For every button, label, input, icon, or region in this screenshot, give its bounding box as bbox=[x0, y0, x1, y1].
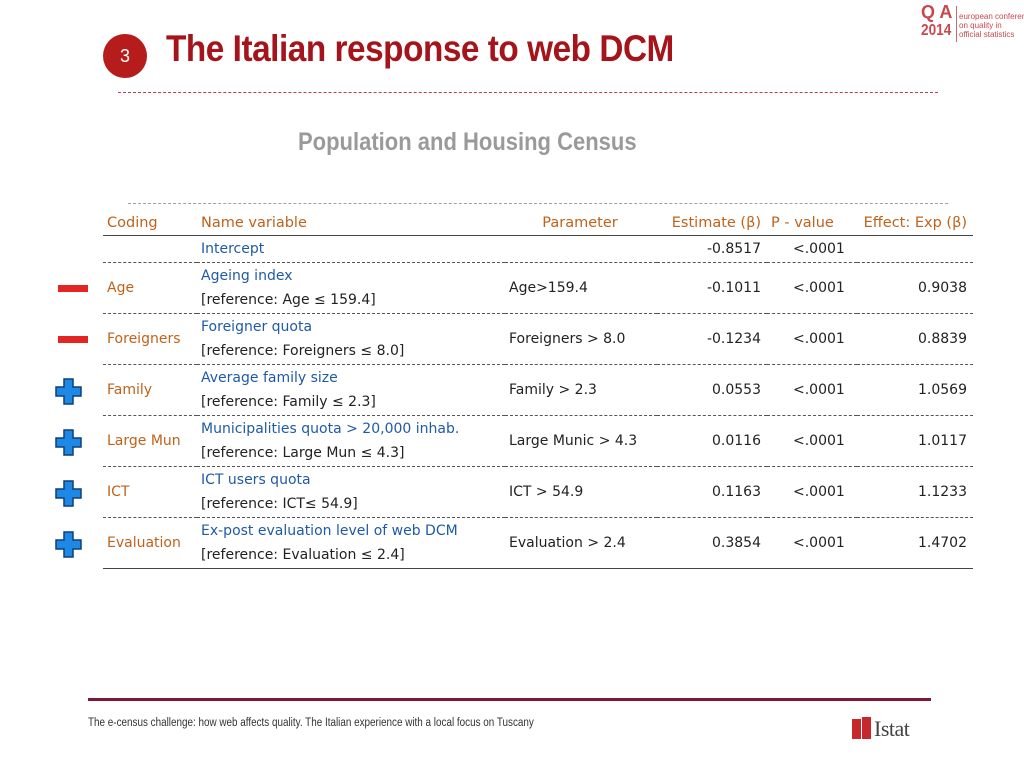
istat-logo-mark bbox=[852, 719, 861, 739]
variable-name: Ex-post evaluation level of web DCM bbox=[201, 523, 458, 539]
cell-estimate: -0.1011 bbox=[657, 262, 767, 314]
table-row: ICT ICT users quota [reference: ICT≤ 54.9]… bbox=[103, 466, 973, 518]
minus-icon bbox=[58, 284, 88, 292]
cell-parameter: Foreigners > 8.0 bbox=[505, 313, 657, 365]
variable-name: Municipalities quota > 20,000 inhab. bbox=[201, 421, 460, 437]
cell-parameter: Age>159.4 bbox=[505, 262, 657, 314]
table-row: Foreigners Foreigner quota [reference: For… bbox=[103, 313, 973, 365]
cell-estimate: 0.3854 bbox=[657, 517, 767, 569]
variable-name: Foreigner quota bbox=[201, 319, 313, 335]
table-row: Family Average family size [reference: Fam… bbox=[103, 364, 973, 416]
cell-estimate: -0.1234 bbox=[657, 313, 767, 365]
intercept-label: Intercept bbox=[201, 241, 265, 257]
cell-parameter bbox=[505, 235, 657, 263]
title-divider bbox=[118, 92, 938, 93]
variable-reference: [reference: ICT≤ 54.9] bbox=[201, 496, 358, 512]
conference-logo-text: european conference on quality in offici… bbox=[959, 12, 1024, 39]
cell-parameter: Family > 2.3 bbox=[505, 364, 657, 416]
cell-coding: Foreigners bbox=[103, 313, 197, 365]
cell-name: Ageing index [reference: Age ≤ 159.4] bbox=[197, 262, 505, 314]
slide-title: The Italian response to web DCM bbox=[166, 28, 674, 69]
conference-logo-year: 2014 bbox=[921, 22, 952, 39]
footer-line bbox=[88, 698, 931, 701]
cell-parameter: Evaluation > 2.4 bbox=[505, 517, 657, 569]
cell-parameter: Large Munic > 4.3 bbox=[505, 415, 657, 467]
variable-reference: [reference: Age ≤ 159.4] bbox=[201, 292, 376, 308]
plus-icon bbox=[55, 428, 82, 456]
variable-reference: [reference: Evaluation ≤ 2.4] bbox=[201, 547, 405, 563]
cell-estimate: -0.8517 bbox=[657, 235, 767, 263]
cell-parameter: ICT > 54.9 bbox=[505, 466, 657, 518]
header-coding: Coding bbox=[103, 211, 197, 236]
cell-pvalue: <.0001 bbox=[767, 415, 857, 467]
cell-coding bbox=[103, 235, 197, 263]
variable-reference: [reference: Foreigners ≤ 8.0] bbox=[201, 343, 405, 359]
cell-pvalue: <.0001 bbox=[767, 313, 857, 365]
cell-coding: ICT bbox=[103, 466, 197, 518]
cell-name: Average family size [reference: Family ≤ … bbox=[197, 364, 505, 416]
table-row-intercept: Intercept -0.8517 <.0001 bbox=[103, 235, 973, 263]
cell-effect: 1.0117 bbox=[857, 415, 973, 467]
slide-number-badge: 3 bbox=[103, 34, 147, 78]
cell-estimate: 0.1163 bbox=[657, 466, 767, 518]
header-parameter: Parameter bbox=[505, 211, 657, 236]
slide-number: 3 bbox=[119, 45, 130, 66]
cell-pvalue: <.0001 bbox=[767, 262, 857, 314]
minus-icon bbox=[58, 335, 88, 343]
cell-effect: 1.1233 bbox=[857, 466, 973, 518]
variable-name: Average family size bbox=[201, 370, 338, 386]
header-estimate: Estimate (β) bbox=[657, 211, 767, 236]
cell-pvalue: <.0001 bbox=[767, 364, 857, 416]
cell-coding: Evaluation bbox=[103, 517, 197, 569]
cell-pvalue: <.0001 bbox=[767, 466, 857, 518]
header-pvalue: P - value bbox=[767, 211, 857, 236]
cell-name: Foreigner quota [reference: Foreigners ≤ … bbox=[197, 313, 505, 365]
conference-logo: Q A 2014 european conference on quality … bbox=[919, 2, 1024, 46]
table-row: Age Ageing index [reference: Age ≤ 159.4] A… bbox=[103, 262, 973, 314]
regression-table: Coding Name variable Parameter Estimate … bbox=[103, 211, 973, 569]
cell-name: ICT users quota [reference: ICT≤ 54.9] bbox=[197, 466, 505, 518]
table-header-row: Coding Name variable Parameter Estimate … bbox=[103, 211, 973, 236]
subtitle-divider bbox=[128, 203, 948, 204]
cell-estimate: 0.0116 bbox=[657, 415, 767, 467]
variable-reference: [reference: Family ≤ 2.3] bbox=[201, 394, 376, 410]
cell-effect bbox=[857, 235, 973, 263]
variable-reference: [reference: Large Mun ≤ 4.3] bbox=[201, 445, 405, 461]
cell-coding: Large Mun bbox=[103, 415, 197, 467]
header-effect: Effect: Exp (β) bbox=[857, 211, 973, 236]
cell-pvalue: <.0001 bbox=[767, 517, 857, 569]
cell-effect: 1.0569 bbox=[857, 364, 973, 416]
variable-name: ICT users quota bbox=[201, 472, 311, 488]
conference-logo-separator bbox=[956, 6, 957, 42]
slide-subtitle: Population and Housing Census bbox=[298, 128, 637, 156]
cell-coding: Age bbox=[103, 262, 197, 314]
istat-logo-mark bbox=[862, 717, 871, 739]
cell-name: Intercept bbox=[197, 235, 505, 263]
conference-logo-mark: Q A bbox=[921, 2, 953, 22]
cell-effect: 0.9038 bbox=[857, 262, 973, 314]
cell-effect: 0.8839 bbox=[857, 313, 973, 365]
table-row: Large Mun Municipalities quota > 20,000 i… bbox=[103, 415, 973, 467]
cell-pvalue: <.0001 bbox=[767, 235, 857, 263]
variable-name: Ageing index bbox=[201, 268, 293, 284]
istat-logo: Istat bbox=[852, 716, 934, 742]
cell-coding: Family bbox=[103, 364, 197, 416]
istat-logo-word: Istat bbox=[874, 716, 910, 741]
cell-name: Municipalities quota > 20,000 inhab. [ref… bbox=[197, 415, 505, 467]
header-name-variable: Name variable bbox=[197, 211, 505, 236]
cell-effect: 1.4702 bbox=[857, 517, 973, 569]
table-row: Evaluation Ex-post evaluation level of we… bbox=[103, 517, 973, 569]
plus-icon bbox=[55, 530, 82, 558]
plus-icon bbox=[55, 479, 82, 507]
cell-estimate: 0.0553 bbox=[657, 364, 767, 416]
plus-icon bbox=[55, 377, 82, 405]
footer-text: The e-census challenge: how web affects … bbox=[88, 717, 534, 729]
cell-name: Ex-post evaluation level of web DCM [refe… bbox=[197, 517, 505, 569]
